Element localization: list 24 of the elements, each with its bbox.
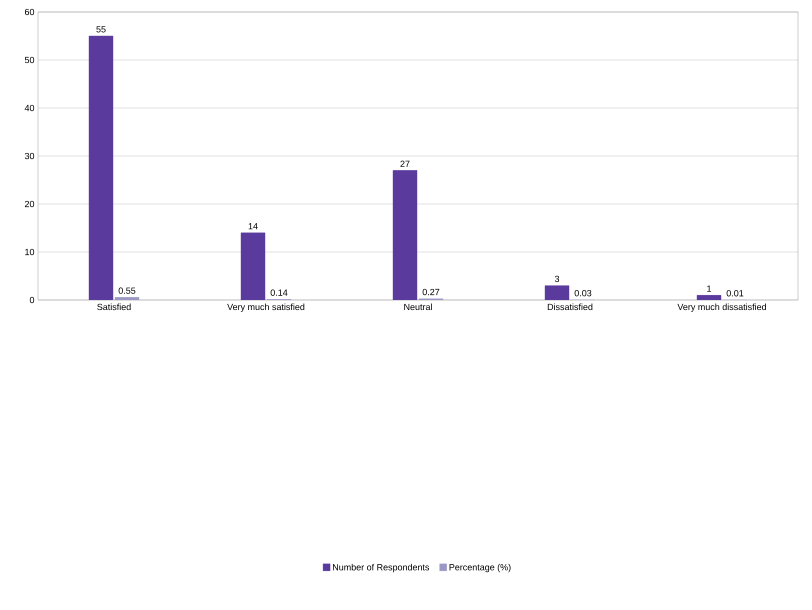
x-tick-label: Very much satisfied [227, 304, 304, 312]
data-label: 0.27 [422, 288, 440, 296]
y-tick-label: 30 [24, 152, 34, 160]
data-label: 14 [248, 223, 258, 230]
y-tick-label: 60 [24, 8, 34, 16]
data-label: 1 [707, 286, 712, 292]
data-label: 0.03 [574, 290, 592, 296]
data-label: 55 [96, 26, 106, 32]
data-label: 0.14 [270, 289, 288, 296]
y-tick-label: 20 [24, 200, 34, 208]
y-tick-label: 50 [24, 56, 34, 64]
legend-label: Percentage (%) [450, 564, 511, 572]
y-tick-label: 10 [25, 248, 34, 256]
data-label: 27 [400, 160, 410, 167]
data-label: 3 [554, 276, 560, 282]
data-label: 0.55 [118, 287, 136, 294]
x-tick-label: Dissatisfied [548, 304, 592, 310]
x-tick-label: Very much dissatisfied [677, 304, 766, 312]
legend-label: Number of Respondents [333, 564, 430, 572]
x-tick-label: Satisfied [97, 304, 131, 310]
y-tick-label: 40 [24, 104, 34, 112]
data-label: 0.01 [726, 290, 744, 296]
x-tick-label: Neutral [404, 304, 432, 310]
y-tick-label: 0 [30, 296, 34, 304]
